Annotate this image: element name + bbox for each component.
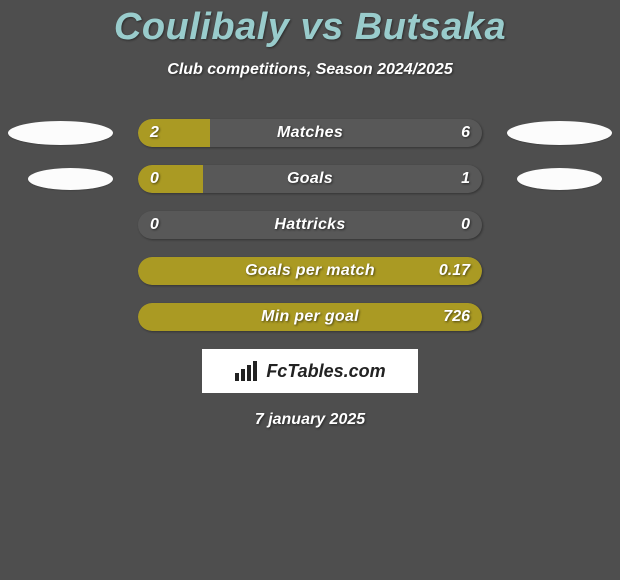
subtitle: Club competitions, Season 2024/2025 xyxy=(0,61,620,79)
team-right-marker xyxy=(517,168,602,190)
stats-rows: Matches 2 6 Goals 0 1 Hattricks 0 0 Goal… xyxy=(0,119,620,331)
bar-label: Goals per match xyxy=(138,257,482,285)
value-left: 0 xyxy=(150,165,159,193)
stat-row-min-per-goal: Min per goal 726 xyxy=(0,303,620,331)
bar-track: Goals xyxy=(138,165,482,193)
bars-icon xyxy=(234,361,260,381)
team-left-marker xyxy=(8,121,113,145)
bar-label: Goals xyxy=(138,165,482,193)
bar-label: Hattricks xyxy=(138,211,482,239)
value-left: 0 xyxy=(150,211,159,239)
page-title: Coulibaly vs Butsaka xyxy=(0,0,620,49)
fctables-logo: FcTables.com xyxy=(202,349,418,393)
team-left-marker xyxy=(28,168,113,190)
stat-row-goals-per-match: Goals per match 0.17 xyxy=(0,257,620,285)
stat-row-matches: Matches 2 6 xyxy=(0,119,620,147)
stat-row-goals: Goals 0 1 xyxy=(0,165,620,193)
bar-track: Matches xyxy=(138,119,482,147)
value-left: 2 xyxy=(150,119,159,147)
date-text: 7 january 2025 xyxy=(0,411,620,429)
value-right: 0.17 xyxy=(439,257,470,285)
bar-track: Goals per match xyxy=(138,257,482,285)
value-right: 1 xyxy=(461,165,470,193)
bar-label: Matches xyxy=(138,119,482,147)
logo-text: FcTables.com xyxy=(266,361,385,382)
stat-row-hattricks: Hattricks 0 0 xyxy=(0,211,620,239)
value-right: 726 xyxy=(443,303,470,331)
bar-track: Min per goal xyxy=(138,303,482,331)
bar-track: Hattricks xyxy=(138,211,482,239)
bar-label: Min per goal xyxy=(138,303,482,331)
value-right: 6 xyxy=(461,119,470,147)
value-right: 0 xyxy=(461,211,470,239)
team-right-marker xyxy=(507,121,612,145)
